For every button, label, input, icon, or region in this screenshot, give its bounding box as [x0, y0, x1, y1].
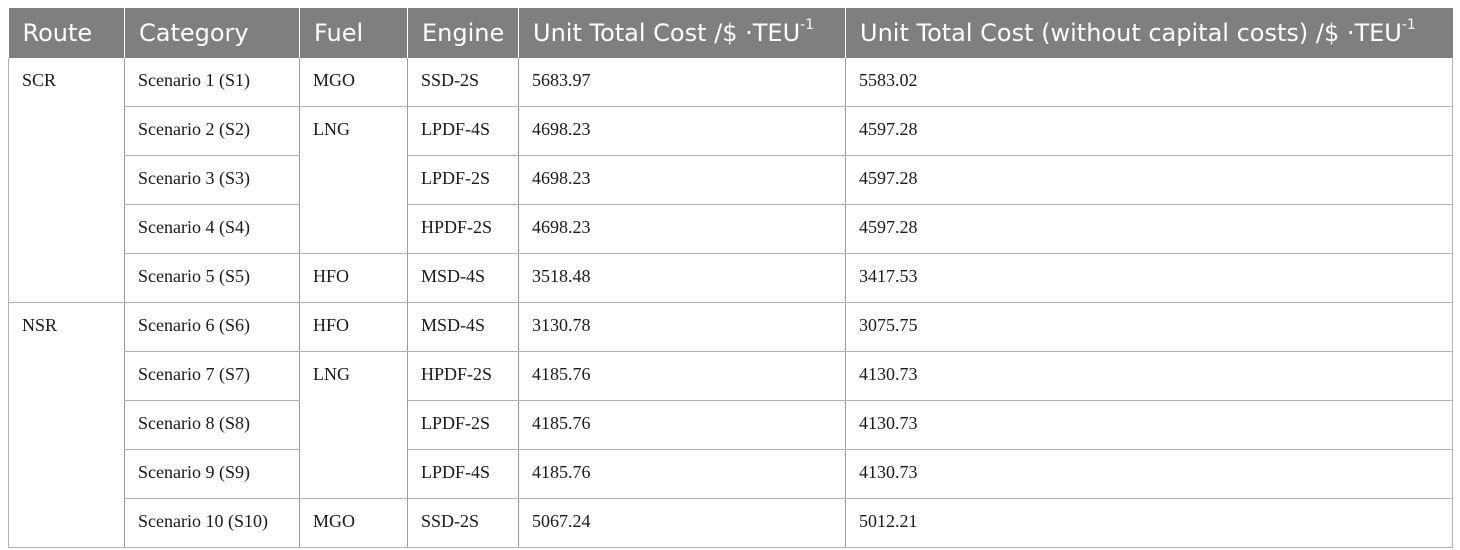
cost-cell: 4185.76 [518, 449, 846, 499]
engine-cell: LPDF-2S [407, 155, 519, 205]
table-row: SCR Scenario 1 (S1) MGO SSD-2S 5683.97 5… [8, 58, 1453, 303]
cost-without-capital-cell: 5012.21 [845, 498, 1453, 548]
header-category: Category [124, 8, 300, 58]
header-route: Route [8, 8, 125, 58]
header-unit-total-cost-without-capital: Unit Total Cost (without capital costs) … [845, 8, 1453, 58]
fuel-cell: HFO [299, 253, 408, 303]
fuel-cell: HFO [299, 302, 408, 352]
table-row: NSR Scenario 6 (S6) HFO MSD-4S 3130.78 3… [8, 302, 1453, 548]
cost-without-capital-cell: 4130.73 [845, 351, 1453, 401]
header-unit-total-cost-without-capital-exponent: -1 [1401, 17, 1416, 33]
header-engine: Engine [407, 8, 519, 58]
table-row: Scenario 7 (S7) LNG HPDF-2S 4185.76 4130… [9, 351, 1453, 499]
header-unit-total-cost-without-capital-label: Unit Total Cost (without capital costs) … [860, 19, 1402, 47]
engine-cell: LPDF-4S [407, 106, 519, 156]
fuel-cell: MGO [299, 58, 408, 107]
cost-without-capital-cell: 4130.73 [845, 400, 1453, 450]
header-unit-total-cost: Unit Total Cost /$ ·TEU-1 [518, 8, 846, 58]
fuel-cell: MGO [299, 498, 408, 548]
category-cell: Scenario 9 (S9) [124, 449, 300, 499]
fuel-cell: LNG [299, 351, 408, 499]
cost-cell: 4698.23 [518, 106, 846, 156]
category-cell: Scenario 8 (S8) [124, 400, 300, 450]
cost-without-capital-cell: 4130.73 [845, 449, 1453, 499]
cost-cell: 3130.78 [518, 302, 846, 352]
header-unit-total-cost-label: Unit Total Cost /$ ·TEU [533, 19, 801, 47]
table-row: Scenario 8 (S8) LPDF-2S 4185.76 4130.73 [9, 400, 1453, 450]
category-cell: Scenario 2 (S2) [124, 106, 300, 156]
header-unit-total-cost-exponent: -1 [800, 17, 815, 33]
engine-cell: LPDF-4S [407, 449, 519, 499]
route-cell: SCR [8, 58, 125, 303]
cost-without-capital-cell: 5583.02 [845, 58, 1453, 107]
engine-cell: HPDF-2S [407, 351, 519, 401]
cost-cell: 4185.76 [518, 351, 846, 401]
category-cell: Scenario 3 (S3) [124, 155, 300, 205]
header-fuel: Fuel [299, 8, 408, 58]
cost-cell: 5067.24 [518, 498, 846, 548]
category-cell: Scenario 6 (S6) [124, 302, 300, 352]
fuel-cell: LNG [299, 106, 408, 254]
engine-cell: MSD-4S [407, 253, 519, 303]
category-cell: Scenario 10 (S10) [124, 498, 300, 548]
cost-cell: 4698.23 [518, 155, 846, 205]
cost-table: Route Category Fuel Engine Unit Total Co… [8, 8, 1453, 548]
cost-without-capital-cell: 4597.28 [845, 106, 1453, 156]
cost-without-capital-cell: 3075.75 [845, 302, 1453, 352]
category-cell: Scenario 5 (S5) [124, 253, 300, 303]
cost-table-container: Route Category Fuel Engine Unit Total Co… [8, 8, 1453, 548]
engine-cell: SSD-2S [407, 498, 519, 548]
cost-without-capital-cell: 4597.28 [845, 155, 1453, 205]
route-cell: NSR [8, 302, 125, 548]
table-row: Scenario 2 (S2) LNG LPDF-4S 4698.23 4597… [9, 106, 1453, 254]
table-row: Scenario 5 (S5) HFO MSD-4S 3518.48 3417.… [9, 253, 1453, 303]
table-row: Scenario 4 (S4) HPDF-2S 4698.23 4597.28 [9, 204, 1453, 254]
table-row: Scenario 9 (S9) LPDF-4S 4185.76 4130.73 [9, 449, 1453, 499]
cost-cell: 5683.97 [518, 58, 846, 107]
header-row: Route Category Fuel Engine Unit Total Co… [8, 8, 1453, 58]
table-row: Scenario 10 (S10) MGO SSD-2S 5067.24 501… [9, 498, 1453, 548]
engine-cell: MSD-4S [407, 302, 519, 352]
table-row: Scenario 3 (S3) LPDF-2S 4698.23 4597.28 [9, 155, 1453, 205]
cost-without-capital-cell: 4597.28 [845, 204, 1453, 254]
category-cell: Scenario 1 (S1) [124, 58, 300, 107]
cost-cell: 4185.76 [518, 400, 846, 450]
category-cell: Scenario 4 (S4) [124, 204, 300, 254]
cost-cell: 3518.48 [518, 253, 846, 303]
engine-cell: HPDF-2S [407, 204, 519, 254]
cost-without-capital-cell: 3417.53 [845, 253, 1453, 303]
engine-cell: LPDF-2S [407, 400, 519, 450]
category-cell: Scenario 7 (S7) [124, 351, 300, 401]
engine-cell: SSD-2S [407, 58, 519, 107]
cost-cell: 4698.23 [518, 204, 846, 254]
